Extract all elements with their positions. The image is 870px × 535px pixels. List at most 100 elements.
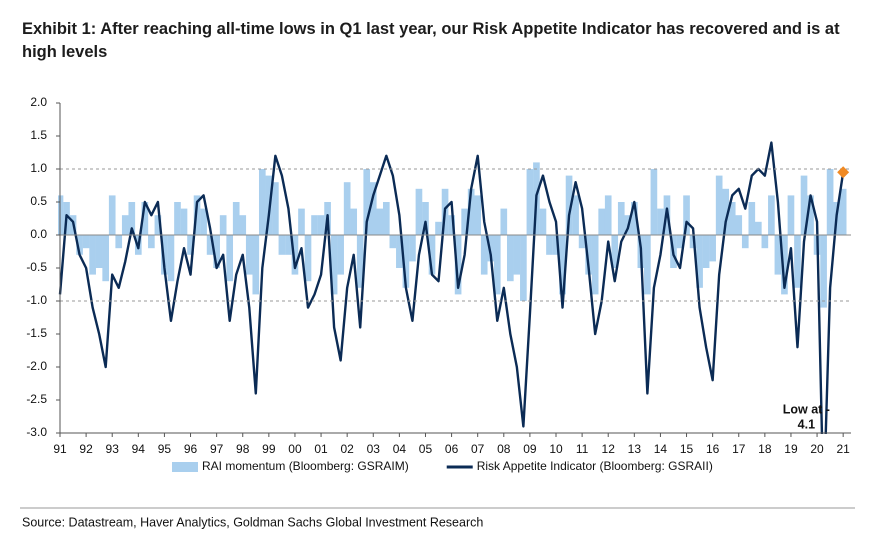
x-tick-label: 10 — [549, 442, 563, 456]
momentum-bar — [572, 195, 579, 235]
momentum-bar — [200, 208, 207, 235]
x-tick-label: 92 — [79, 442, 93, 456]
annotation: Low at - — [783, 402, 830, 416]
momentum-bar — [141, 202, 149, 235]
y-tick-label: 0.5 — [30, 194, 47, 208]
momentum-bar — [735, 215, 743, 235]
momentum-bar — [768, 195, 775, 235]
momentum-bar — [781, 235, 788, 295]
x-tick-label: 13 — [628, 442, 642, 456]
momentum-bar — [317, 215, 325, 235]
x-tick-label: 19 — [784, 442, 798, 456]
legend-label: Risk Appetite Indicator (Bloomberg: GSRA… — [477, 459, 713, 473]
momentum-bar — [650, 169, 658, 235]
momentum-bar — [174, 202, 181, 235]
y-tick-label: 1.0 — [30, 161, 47, 175]
momentum-bar — [330, 235, 338, 295]
momentum-bar — [187, 235, 194, 255]
momentum-bar — [89, 235, 96, 275]
momentum-bar — [774, 235, 782, 275]
x-tick-label: 04 — [393, 442, 407, 456]
momentum-bar — [58, 195, 64, 235]
legend-swatch — [172, 462, 198, 472]
x-tick-label: 17 — [732, 442, 746, 456]
momentum-bar — [128, 202, 136, 235]
momentum-bar — [258, 169, 266, 235]
x-tick-label: 91 — [53, 442, 67, 456]
momentum-bar — [108, 195, 116, 235]
momentum-bar — [102, 235, 110, 282]
x-tick-label: 14 — [654, 442, 668, 456]
momentum-bar — [526, 169, 534, 235]
momentum-bar — [154, 215, 162, 235]
momentum-bar — [343, 182, 351, 235]
x-tick-label: 05 — [419, 442, 433, 456]
momentum-bar — [722, 188, 730, 235]
momentum-bar — [428, 235, 436, 275]
y-tick-label: -3.0 — [26, 425, 47, 439]
momentum-bar — [245, 235, 253, 275]
momentum-bar — [82, 235, 90, 249]
momentum-bar — [206, 235, 214, 255]
momentum-bar — [369, 182, 377, 235]
momentum-bar — [467, 188, 475, 235]
x-tick-label: 16 — [706, 442, 720, 456]
momentum-bar — [839, 188, 847, 235]
y-tick-label: -2.0 — [26, 359, 47, 373]
x-tick-label: 15 — [680, 442, 694, 456]
momentum-bar — [461, 208, 468, 235]
x-tick-label: 97 — [210, 442, 224, 456]
momentum-bar — [454, 235, 462, 295]
x-tick-label: 99 — [262, 442, 276, 456]
momentum-bar — [559, 235, 566, 295]
momentum-bar — [422, 202, 429, 235]
x-tick-label: 02 — [340, 442, 354, 456]
momentum-bar — [585, 235, 592, 275]
momentum-bar — [728, 202, 736, 235]
momentum-bar — [382, 202, 390, 235]
momentum-bar — [396, 235, 403, 268]
momentum-bar — [617, 202, 625, 235]
annotation: 4.1 — [798, 417, 815, 431]
x-tick-label: 95 — [158, 442, 172, 456]
momentum-bar — [546, 235, 553, 255]
momentum-bar — [761, 235, 769, 249]
momentum-bar — [363, 169, 371, 235]
momentum-bar — [741, 235, 749, 249]
x-tick-label: 08 — [497, 442, 511, 456]
momentum-bar — [748, 202, 756, 235]
momentum-bar — [232, 202, 240, 235]
x-tick-label: 21 — [836, 442, 850, 456]
momentum-bar — [480, 235, 488, 275]
y-tick-label: -2.5 — [26, 392, 47, 406]
momentum-bar — [415, 188, 423, 235]
x-tick-label: 98 — [236, 442, 250, 456]
momentum-bar — [826, 169, 834, 235]
y-tick-label: -0.5 — [26, 260, 47, 274]
momentum-bar — [787, 195, 795, 235]
y-tick-label: -1.0 — [26, 293, 47, 307]
x-tick-label: 09 — [523, 442, 537, 456]
momentum-bar — [121, 215, 129, 235]
momentum-bar — [350, 208, 358, 235]
momentum-bar — [311, 215, 318, 235]
momentum-bar — [611, 235, 619, 268]
momentum-bar — [76, 235, 83, 255]
momentum-bar — [598, 208, 606, 235]
latest-marker — [837, 166, 850, 179]
x-tick-label: 94 — [132, 442, 146, 456]
momentum-bar — [591, 235, 599, 295]
momentum-bar — [500, 208, 508, 235]
plot-area — [58, 141, 847, 434]
x-tick-label: 01 — [314, 442, 328, 456]
momentum-bar — [683, 195, 690, 235]
momentum-bar — [298, 208, 305, 235]
momentum-bar — [696, 235, 703, 288]
momentum-bar — [493, 235, 501, 295]
chart-title: Exhibit 1: After reaching all-time lows … — [22, 20, 840, 61]
momentum-bar — [630, 202, 638, 235]
momentum-bar — [213, 235, 220, 268]
y-tick-label: 1.5 — [30, 128, 47, 142]
x-tick-label: 93 — [106, 442, 120, 456]
momentum-bar — [539, 208, 547, 235]
